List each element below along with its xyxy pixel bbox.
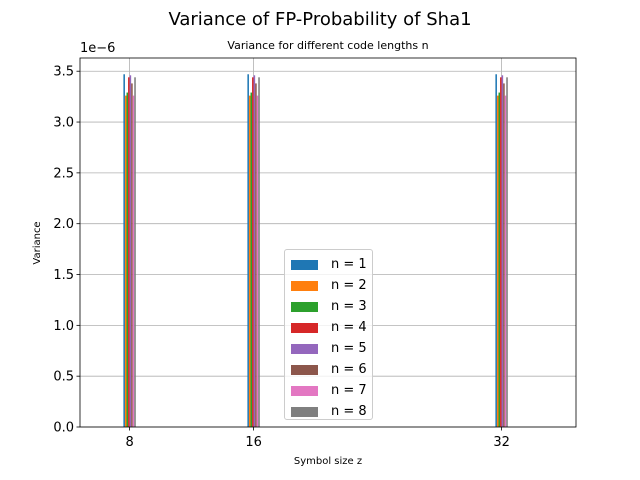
bar	[134, 77, 136, 427]
y-tick-label: 3.0	[53, 116, 74, 131]
legend-label: n = 4	[331, 320, 367, 335]
bar	[126, 92, 129, 427]
legend-label: n = 6	[331, 362, 367, 377]
legend-swatch	[291, 364, 318, 375]
y-tick-label: 0.5	[53, 370, 74, 385]
legend-swatch	[291, 280, 318, 291]
x-axis-label: Symbol size z	[294, 456, 362, 467]
legend-label: n = 7	[331, 383, 367, 398]
chart-title: Variance of FP-Probability of Sha1	[168, 9, 471, 30]
bar	[252, 77, 254, 427]
legend-item: n = 6	[291, 359, 372, 380]
legend-item: n = 5	[291, 338, 372, 359]
legend-item: n = 1	[291, 254, 372, 275]
legend-swatch	[291, 385, 318, 396]
y-tick-label: 2.0	[53, 217, 74, 232]
x-tick-label: 16	[245, 435, 262, 450]
bar	[123, 74, 125, 427]
y-tick-label: 0.0	[53, 421, 74, 436]
bar	[124, 95, 127, 427]
legend-item: n = 2	[291, 275, 372, 296]
bar	[247, 74, 249, 427]
bar	[501, 75, 504, 427]
bar	[498, 92, 501, 427]
bar	[258, 77, 260, 427]
legend-swatch	[291, 406, 318, 417]
bar	[504, 95, 507, 427]
legend-item: n = 7	[291, 380, 372, 401]
legend-swatch	[291, 343, 318, 354]
bar	[248, 95, 251, 427]
legend: n = 1 n = 2 n = 3 n = 4 n = 5 n = 6 n = 7 n = 8	[284, 249, 373, 420]
bar	[500, 77, 502, 427]
legend-swatch	[291, 259, 318, 270]
bar	[506, 77, 508, 427]
bar	[256, 95, 259, 427]
bar	[250, 92, 253, 427]
bar	[129, 75, 132, 427]
legend-label: n = 2	[331, 278, 367, 293]
bar	[496, 95, 499, 427]
y-tick-label: 2.5	[53, 166, 74, 181]
axis-layer: 0.0 0.5 1.0 1.5 2.0 2.5 3.0 3.5 8 16 32	[53, 57, 577, 450]
legend-item: n = 3	[291, 296, 372, 317]
bar	[495, 74, 497, 427]
legend-label: n = 1	[331, 257, 367, 272]
y-tick-label: 1.0	[53, 319, 74, 334]
bar	[128, 77, 130, 427]
legend-item: n = 8	[291, 401, 372, 422]
y-multiplier: 1e−6	[80, 41, 115, 56]
chart-subtitle: Variance for different code lengths n	[227, 39, 428, 52]
plot-frame	[79, 57, 577, 428]
bar-layer	[123, 74, 508, 428]
legend-label: n = 8	[331, 404, 367, 419]
bar	[255, 83, 257, 428]
x-tick-label: 8	[125, 435, 133, 450]
y-tick-label: 1.5	[53, 268, 74, 283]
x-tick-label: 32	[493, 435, 510, 450]
legend-label: n = 5	[331, 341, 367, 356]
y-axis-label: Variance	[32, 221, 43, 264]
legend-item: n = 4	[291, 317, 372, 338]
legend-swatch	[291, 301, 318, 312]
bar	[131, 83, 133, 428]
bar	[253, 75, 256, 427]
legend-label: n = 3	[331, 299, 367, 314]
y-tick-label: 3.5	[53, 65, 74, 80]
bar	[503, 83, 505, 428]
bar	[132, 95, 135, 427]
legend-swatch	[291, 322, 318, 333]
